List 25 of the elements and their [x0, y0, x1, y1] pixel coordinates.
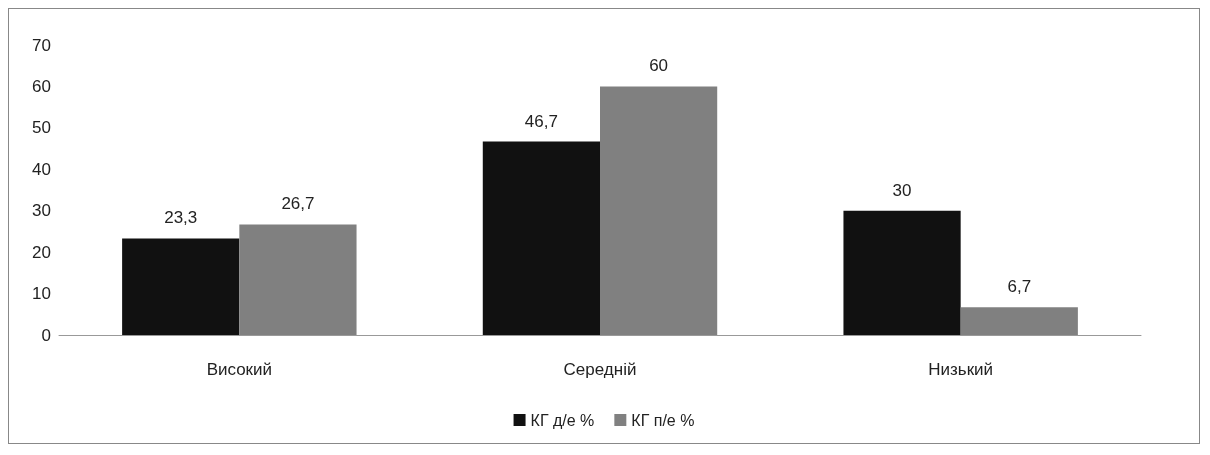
- bar: [843, 210, 961, 335]
- data-label: 23,3: [164, 208, 198, 228]
- data-label: 46,7: [524, 111, 558, 131]
- legend-label: КГ п/е %: [631, 411, 695, 429]
- bar: [122, 238, 240, 335]
- bar: [482, 141, 600, 335]
- y-tick-label: 50: [32, 118, 51, 138]
- bar: [960, 307, 1078, 335]
- bar: [600, 86, 718, 335]
- data-label: 6,7: [1007, 277, 1032, 297]
- y-tick-label: 30: [32, 201, 51, 221]
- data-label: 60: [649, 56, 669, 76]
- y-tick-label: 10: [32, 284, 51, 304]
- y-tick-label: 40: [32, 159, 51, 179]
- y-tick-label: 60: [32, 76, 51, 96]
- y-tick-label: 20: [32, 242, 51, 262]
- data-label: 30: [892, 180, 912, 200]
- y-tick-label: 70: [32, 35, 51, 55]
- y-tick-label: 0: [41, 325, 51, 345]
- bar: [239, 224, 357, 335]
- x-tick-label: Низький: [928, 360, 994, 379]
- x-tick-label: Середній: [563, 360, 637, 379]
- data-label: 26,7: [281, 194, 315, 214]
- x-tick-label: Високий: [206, 360, 273, 379]
- legend-label: КГ д/е %: [530, 411, 595, 429]
